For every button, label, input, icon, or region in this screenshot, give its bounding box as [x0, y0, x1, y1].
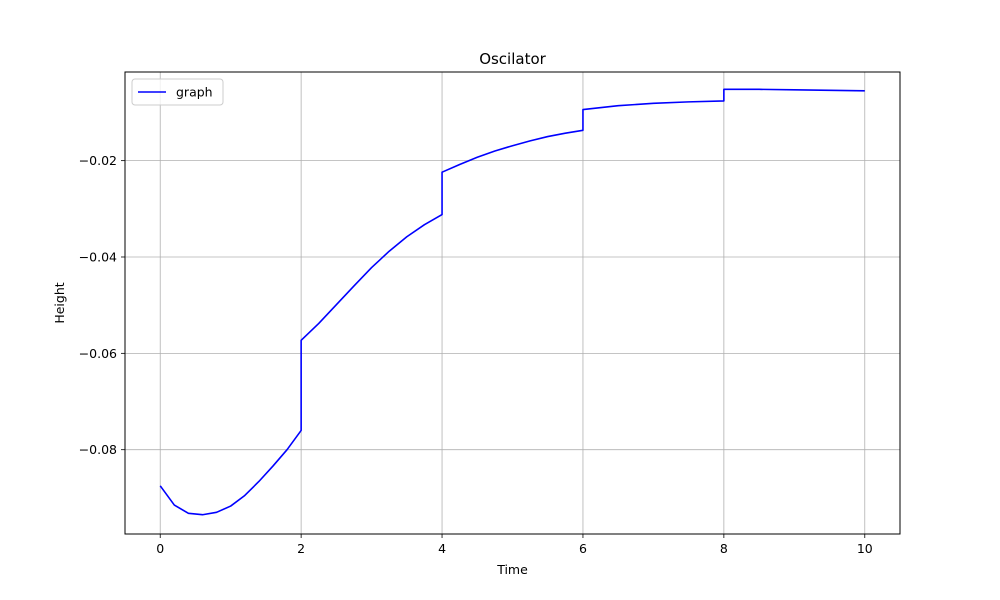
grid-lines	[125, 72, 900, 534]
y-axis-label: Height	[52, 282, 67, 323]
y-tick-label: −0.06	[79, 346, 117, 361]
legend-label: graph	[176, 85, 213, 100]
legend: graph	[131, 78, 224, 106]
plot-area	[125, 72, 900, 534]
x-tick-label: 10	[857, 541, 873, 556]
x-tick-label: 8	[720, 541, 728, 556]
x-tick-label: 2	[297, 541, 305, 556]
series-line-graph	[159, 88, 865, 516]
y-axis-ticks: −0.08 −0.06 −0.04 −0.02	[79, 153, 125, 457]
plot-frame	[124, 71, 901, 535]
x-tick-label: 0	[156, 541, 164, 556]
y-tick-label: −0.08	[79, 442, 117, 457]
x-axis-ticks: 0 2 4 6 8 10	[156, 534, 873, 556]
y-tick-label: −0.02	[79, 153, 117, 168]
legend-box	[131, 78, 224, 106]
series-layer	[159, 88, 865, 516]
y-tick-label: −0.04	[79, 249, 117, 264]
chart-title: Oscilator	[479, 50, 546, 68]
x-axis-label: Time	[496, 562, 528, 577]
x-tick-label: 4	[438, 541, 446, 556]
x-tick-label: 6	[579, 541, 587, 556]
